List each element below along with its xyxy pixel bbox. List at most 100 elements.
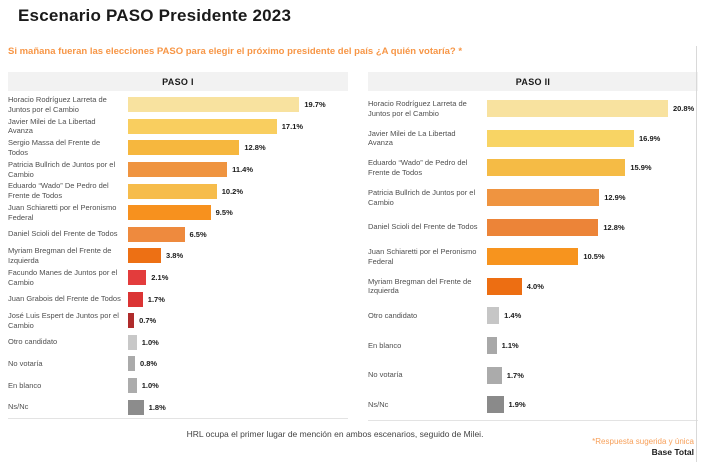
category-label: Patricia Bullrich de Juntos por el Cambi…: [8, 159, 116, 179]
category-label: En blanco: [368, 340, 402, 350]
chart-row: Facundo Manes de Juntos por el Cambio 2.1…: [8, 267, 348, 289]
category-label: Otro candidato: [8, 337, 58, 347]
frame-right-border: [696, 46, 697, 462]
chart-row: En blanco 1.1%: [368, 331, 698, 361]
bar-area: 9.5%: [128, 205, 348, 221]
category-label: Juan Schiaretti por el Peronismo Federal: [8, 203, 117, 222]
chart-row: No votaría 0.8%: [8, 353, 348, 375]
value-label: 1.9%: [508, 400, 526, 410]
category-label: Daniel Scioli del Frente de Todos: [368, 222, 478, 232]
value-label: 16.9%: [639, 133, 661, 143]
bar: [128, 399, 144, 415]
bar-area: 1.8%: [128, 399, 348, 415]
value-label: 10.2%: [221, 186, 244, 196]
category-label: Juan Grabois del Frente de Todos: [8, 294, 121, 304]
bar: [128, 162, 228, 178]
bar-area: 1.7%: [487, 366, 698, 384]
chart-row: Otro candidato 1.0%: [8, 332, 348, 354]
value-label: 1.7%: [506, 370, 524, 380]
value-label: 12.9%: [604, 193, 626, 203]
category-label: No votaría: [368, 370, 403, 380]
bar: [487, 366, 502, 384]
base-total-label: Base Total: [651, 447, 694, 457]
value-label: 1.8%: [148, 402, 166, 412]
bar: [128, 356, 135, 372]
chart-panel-paso-1: PASO I Horacio Rodríguez Larreta de Junt…: [8, 72, 348, 419]
value-label: 19.7%: [304, 100, 326, 110]
value-label: 11.4%: [232, 165, 254, 175]
chart-row: Ns/Nc 1.8%: [8, 396, 348, 418]
bar: [128, 291, 143, 307]
category-label: Patricia Bullrich de Juntos por el Cambi…: [368, 187, 476, 207]
bar-area: 19.7%: [128, 97, 348, 113]
bar-area: 10.2%: [128, 183, 348, 199]
value-label: 1.1%: [501, 341, 519, 351]
bar: [487, 307, 500, 325]
bar-area: 1.1%: [487, 337, 698, 355]
chart-row: Sergio Massa del Frente de Todos 12.8%: [8, 137, 348, 159]
category-label: Juan Schiaretti por el Peronismo Federal: [368, 247, 477, 266]
category-label: Sergio Massa del Frente de Todos: [8, 138, 101, 157]
category-label: Ns/Nc: [8, 402, 29, 412]
page-title: Escenario PASO Presidente 2023: [18, 6, 292, 25]
bar: [128, 183, 217, 199]
value-label: 6.5%: [189, 229, 207, 239]
chart-row: Juan Schiaretti por el Peronismo Federal…: [368, 242, 698, 272]
bar-area: 17.1%: [128, 118, 348, 134]
bar-area: 2.1%: [128, 270, 348, 286]
value-label: 20.8%: [672, 104, 695, 114]
value-label: 10.5%: [583, 252, 605, 262]
chart-row: Myriam Bregman del Frente de Izquierda 3.…: [8, 245, 348, 267]
value-label: 1.0%: [141, 381, 159, 391]
category-label: Myriam Bregman del Frente de Izquierda: [368, 276, 472, 296]
bar-area: 11.4%: [128, 162, 348, 178]
value-label: 1.4%: [504, 311, 522, 321]
category-label: No votaría: [8, 359, 43, 369]
bar: [128, 313, 135, 329]
bar-area: 1.4%: [487, 307, 698, 325]
bar: [128, 226, 185, 242]
category-label: Javier Milei de La Libertad Avanza: [368, 128, 456, 148]
bar: [128, 205, 211, 221]
bar: [128, 97, 300, 113]
bar-area: 1.0%: [128, 334, 348, 350]
chart-row: En blanco 1.0%: [8, 375, 348, 397]
value-label: 1.7%: [147, 294, 165, 304]
bar-area: 4.0%: [487, 277, 698, 295]
bar-chart-paso-1: Horacio Rodríguez Larreta de Juntos por …: [8, 94, 348, 419]
value-label: 3.8%: [166, 251, 184, 261]
category-label: Horacio Rodríguez Larreta de Juntos por …: [8, 95, 107, 114]
bar-area: 1.0%: [128, 378, 348, 394]
bar-area: 1.7%: [128, 291, 348, 307]
chart-row: Patricia Bullrich de Juntos por el Cambi…: [368, 183, 698, 213]
survey-question: Si mañana fueran las elecciones PASO par…: [8, 46, 463, 57]
bar-area: 12.8%: [128, 140, 348, 156]
value-label: 4.0%: [526, 281, 544, 291]
chart-row: Ns/Nc 1.9%: [368, 390, 698, 420]
category-label: Eduardo “Wado” de Pedro del Frente de To…: [368, 158, 468, 177]
bar-area: 0.8%: [128, 356, 348, 372]
value-label: 15.9%: [630, 163, 652, 173]
chart-row: Otro candidato 1.4%: [368, 301, 698, 331]
value-label: 2.1%: [151, 273, 169, 283]
category-label: En blanco: [8, 380, 42, 390]
chart-row: Myriam Bregman del Frente de Izquierda 4.…: [368, 272, 698, 302]
bar: [487, 189, 600, 207]
bar: [487, 218, 599, 236]
bar: [487, 248, 579, 266]
value-label: 0.7%: [139, 316, 157, 326]
panel-header-paso-2: PASO II: [368, 72, 698, 91]
category-label: Eduardo “Wado” De Pedro del Frente de To…: [8, 181, 109, 201]
value-label: 1.0%: [141, 337, 159, 347]
chart-row: No votaría 1.7%: [368, 360, 698, 390]
bar-area: 3.8%: [128, 248, 348, 264]
chart-row: Javier Milei de La Libertad Avanza 17.1%: [8, 116, 348, 138]
category-label: Ns/Nc: [368, 399, 389, 409]
category-label: Horacio Rodríguez Larreta de Juntos por …: [368, 99, 467, 118]
bar: [128, 118, 277, 134]
chart-row: Eduardo “Wado” De Pedro del Frente de To…: [8, 180, 348, 202]
category-label: Otro candidato: [368, 311, 418, 321]
chart-row: José Luis Espert de Juntos por el Cambio…: [8, 310, 348, 332]
bar: [128, 334, 137, 350]
category-label: Daniel Scioli del Frente de Todos: [8, 229, 118, 239]
